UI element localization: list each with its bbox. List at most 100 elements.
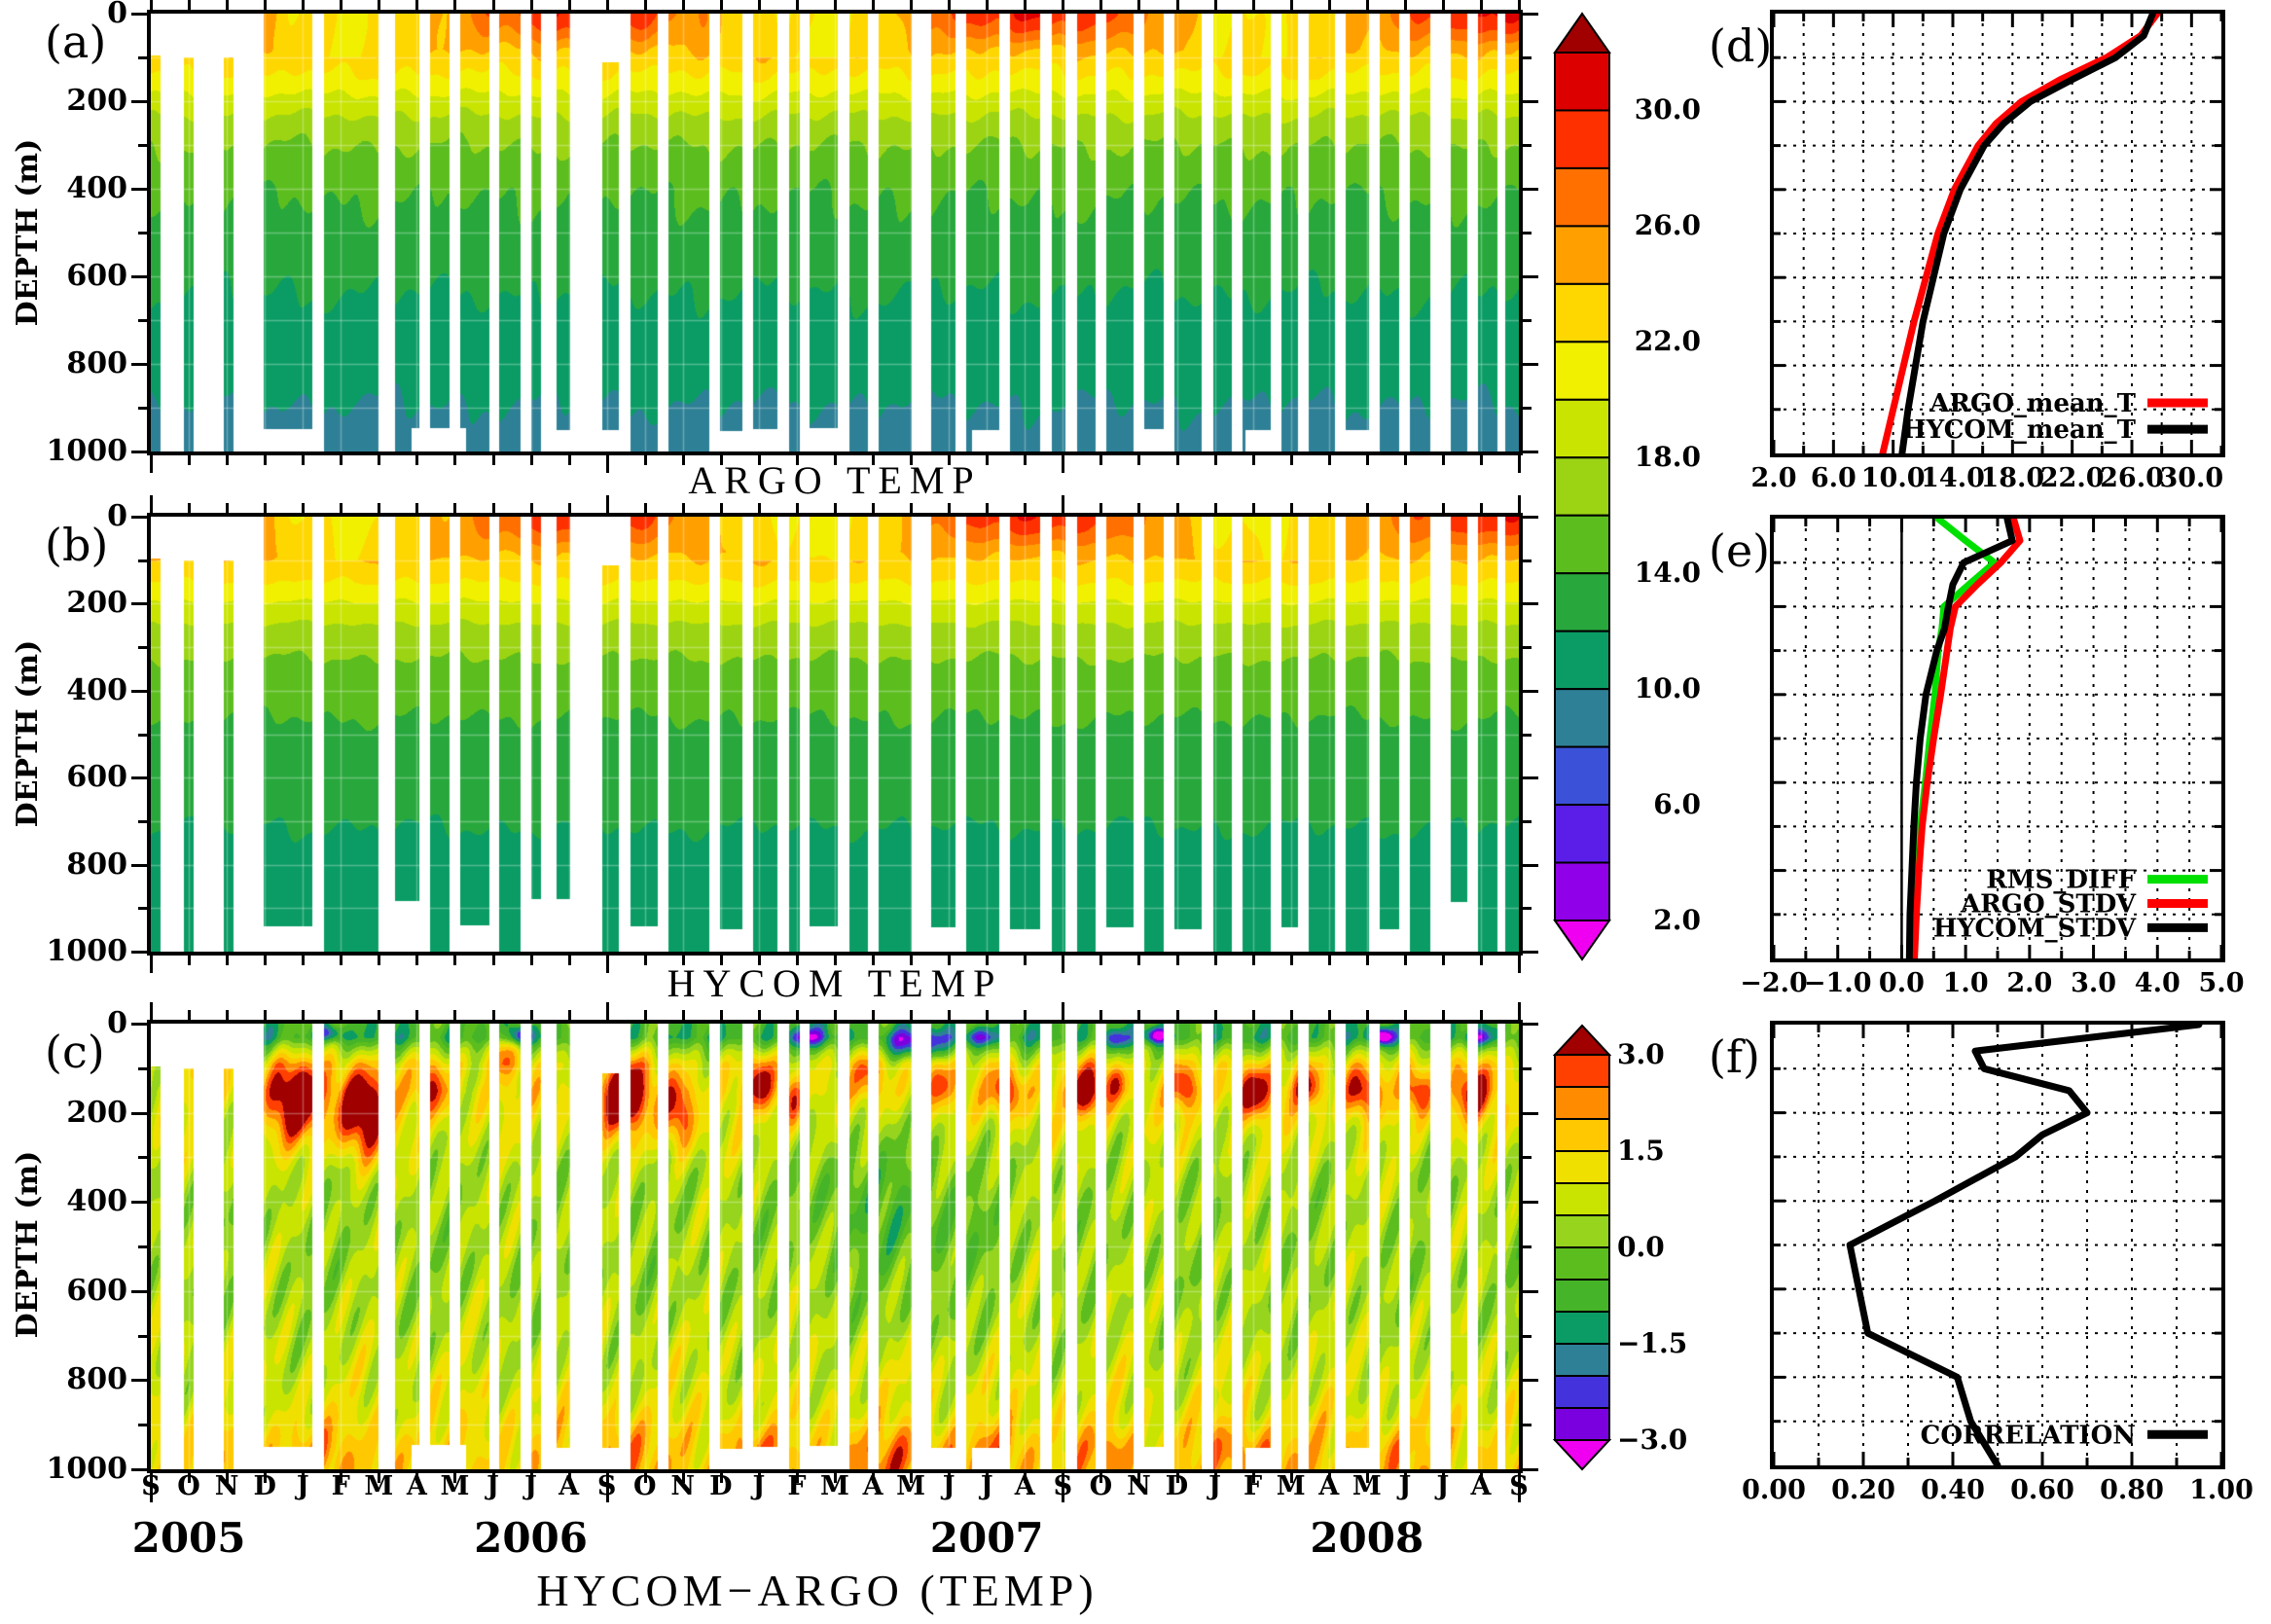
- x-tick-label: −1.0: [1803, 968, 1872, 998]
- colorbar-label: 1.5: [1617, 1135, 1665, 1167]
- month-tick: [681, 503, 685, 513]
- depth-tick-label: 1000: [46, 434, 128, 468]
- panel-label-b: (b): [45, 519, 109, 571]
- depth-tick: [138, 1424, 147, 1427]
- month-tick: [1327, 455, 1331, 465]
- month-tick: [529, 0, 533, 10]
- month-tick: [605, 956, 609, 973]
- month-label: J: [1398, 1471, 1412, 1501]
- month-tick: [491, 1010, 495, 1020]
- x-tick-label: 5.0: [2198, 968, 2245, 998]
- month-tick: [491, 0, 495, 10]
- month-tick: [1137, 0, 1141, 10]
- month-tick: [150, 455, 153, 473]
- month-tick: [1403, 455, 1407, 465]
- month-tick: [415, 455, 419, 465]
- month-label: S: [1509, 1471, 1529, 1501]
- month-tick: [948, 503, 952, 513]
- month-tick: [453, 0, 457, 10]
- month-tick: [340, 455, 343, 465]
- month-tick: [1518, 956, 1521, 973]
- month-tick: [1365, 0, 1369, 10]
- month-tick: [302, 0, 306, 10]
- month-label: M: [364, 1471, 394, 1501]
- month-tick: [719, 1010, 723, 1020]
- month-tick: [1441, 956, 1445, 965]
- year-label: 2007: [929, 1514, 1044, 1562]
- month-tick: [1175, 455, 1179, 465]
- month-tick: [529, 1473, 533, 1483]
- month-tick: [1251, 0, 1255, 10]
- month-tick: [1099, 1010, 1103, 1020]
- depth-tick: [138, 733, 147, 737]
- month-tick: [643, 455, 647, 465]
- depth-tick: [1523, 100, 1538, 103]
- month-tick: [1518, 0, 1521, 10]
- month-tick: [415, 956, 419, 965]
- argo-mean-t-curve: [1879, 14, 2161, 453]
- month-tick: [491, 455, 495, 465]
- depth-tick: [131, 1201, 147, 1205]
- month-tick: [264, 956, 268, 965]
- depth-tick: [131, 776, 147, 780]
- argo-stdv-curve: [1911, 519, 2024, 958]
- month-label: A: [1014, 1471, 1035, 1501]
- month-tick: [872, 956, 876, 965]
- month-tick: [264, 503, 268, 513]
- month-tick: [719, 503, 723, 513]
- month-tick: [188, 0, 192, 10]
- depth-tick: [1523, 1334, 1532, 1338]
- depth-tick: [1523, 646, 1532, 650]
- month-tick: [340, 1010, 343, 1020]
- month-tick: [795, 1473, 799, 1483]
- month-label: M: [1352, 1471, 1382, 1501]
- depth-tick: [138, 407, 147, 410]
- month-tick: [567, 1010, 571, 1020]
- month-label: N: [1127, 1471, 1151, 1501]
- month-tick: [1175, 0, 1179, 10]
- x-tick-label: 1.00: [2189, 1475, 2253, 1505]
- depth-tick-label: 400: [66, 1184, 127, 1219]
- month-tick: [567, 1473, 571, 1483]
- depth-tick-label: 600: [66, 760, 127, 795]
- month-label: M: [896, 1471, 926, 1501]
- x-tick-label: 1.0: [1942, 968, 1989, 998]
- month-tick: [1175, 1010, 1179, 1020]
- x-tick-label: 0.00: [1742, 1475, 1806, 1505]
- month-tick: [226, 503, 230, 513]
- month-tick: [1441, 1473, 1445, 1483]
- correlation-profile-plot: CORRELATION: [1774, 1025, 2221, 1465]
- depth-tick-label: 1000: [46, 1452, 128, 1486]
- month-tick: [834, 503, 837, 513]
- month-tick: [1479, 455, 1483, 465]
- month-label: A: [406, 1471, 427, 1501]
- depth-tick: [138, 819, 147, 823]
- colorbar-label: −1.5: [1617, 1327, 1688, 1359]
- depth-tick: [1523, 951, 1538, 954]
- month-tick: [567, 503, 571, 513]
- depth-tick-label: 800: [66, 346, 127, 380]
- month-tick: [1518, 455, 1521, 473]
- depth-tick-label: 0: [107, 1006, 127, 1040]
- depth-tick: [131, 516, 147, 519]
- month-tick: [415, 1010, 419, 1020]
- month-tick: [719, 0, 723, 10]
- month-tick: [1251, 1010, 1255, 1020]
- x-tick-label: 0.40: [1921, 1475, 1985, 1505]
- depth-tick: [1523, 275, 1538, 278]
- month-label: J: [296, 1471, 309, 1501]
- month-tick: [264, 1473, 268, 1483]
- depth-tick: [131, 1023, 147, 1026]
- colorbar-label: 6.0: [1653, 788, 1701, 821]
- depth-tick: [1523, 907, 1532, 911]
- month-tick: [605, 1002, 609, 1020]
- month-tick: [491, 1473, 495, 1483]
- month-tick: [1099, 956, 1103, 965]
- depth-tick: [131, 13, 147, 16]
- month-label: M: [1276, 1471, 1306, 1501]
- depth-tick-label: 800: [66, 847, 127, 882]
- month-tick: [643, 0, 647, 10]
- month-tick: [872, 0, 876, 10]
